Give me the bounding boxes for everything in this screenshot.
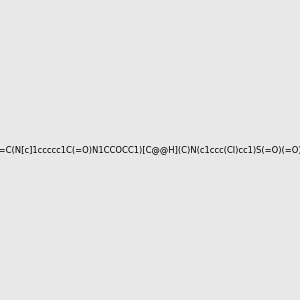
Text: O=C(N[c]1ccccc1C(=O)N1CCOCC1)[C@@H](C)N(c1ccc(Cl)cc1)S(=O)(=O)C: O=C(N[c]1ccccc1C(=O)N1CCOCC1)[C@@H](C)N(… xyxy=(0,146,300,154)
